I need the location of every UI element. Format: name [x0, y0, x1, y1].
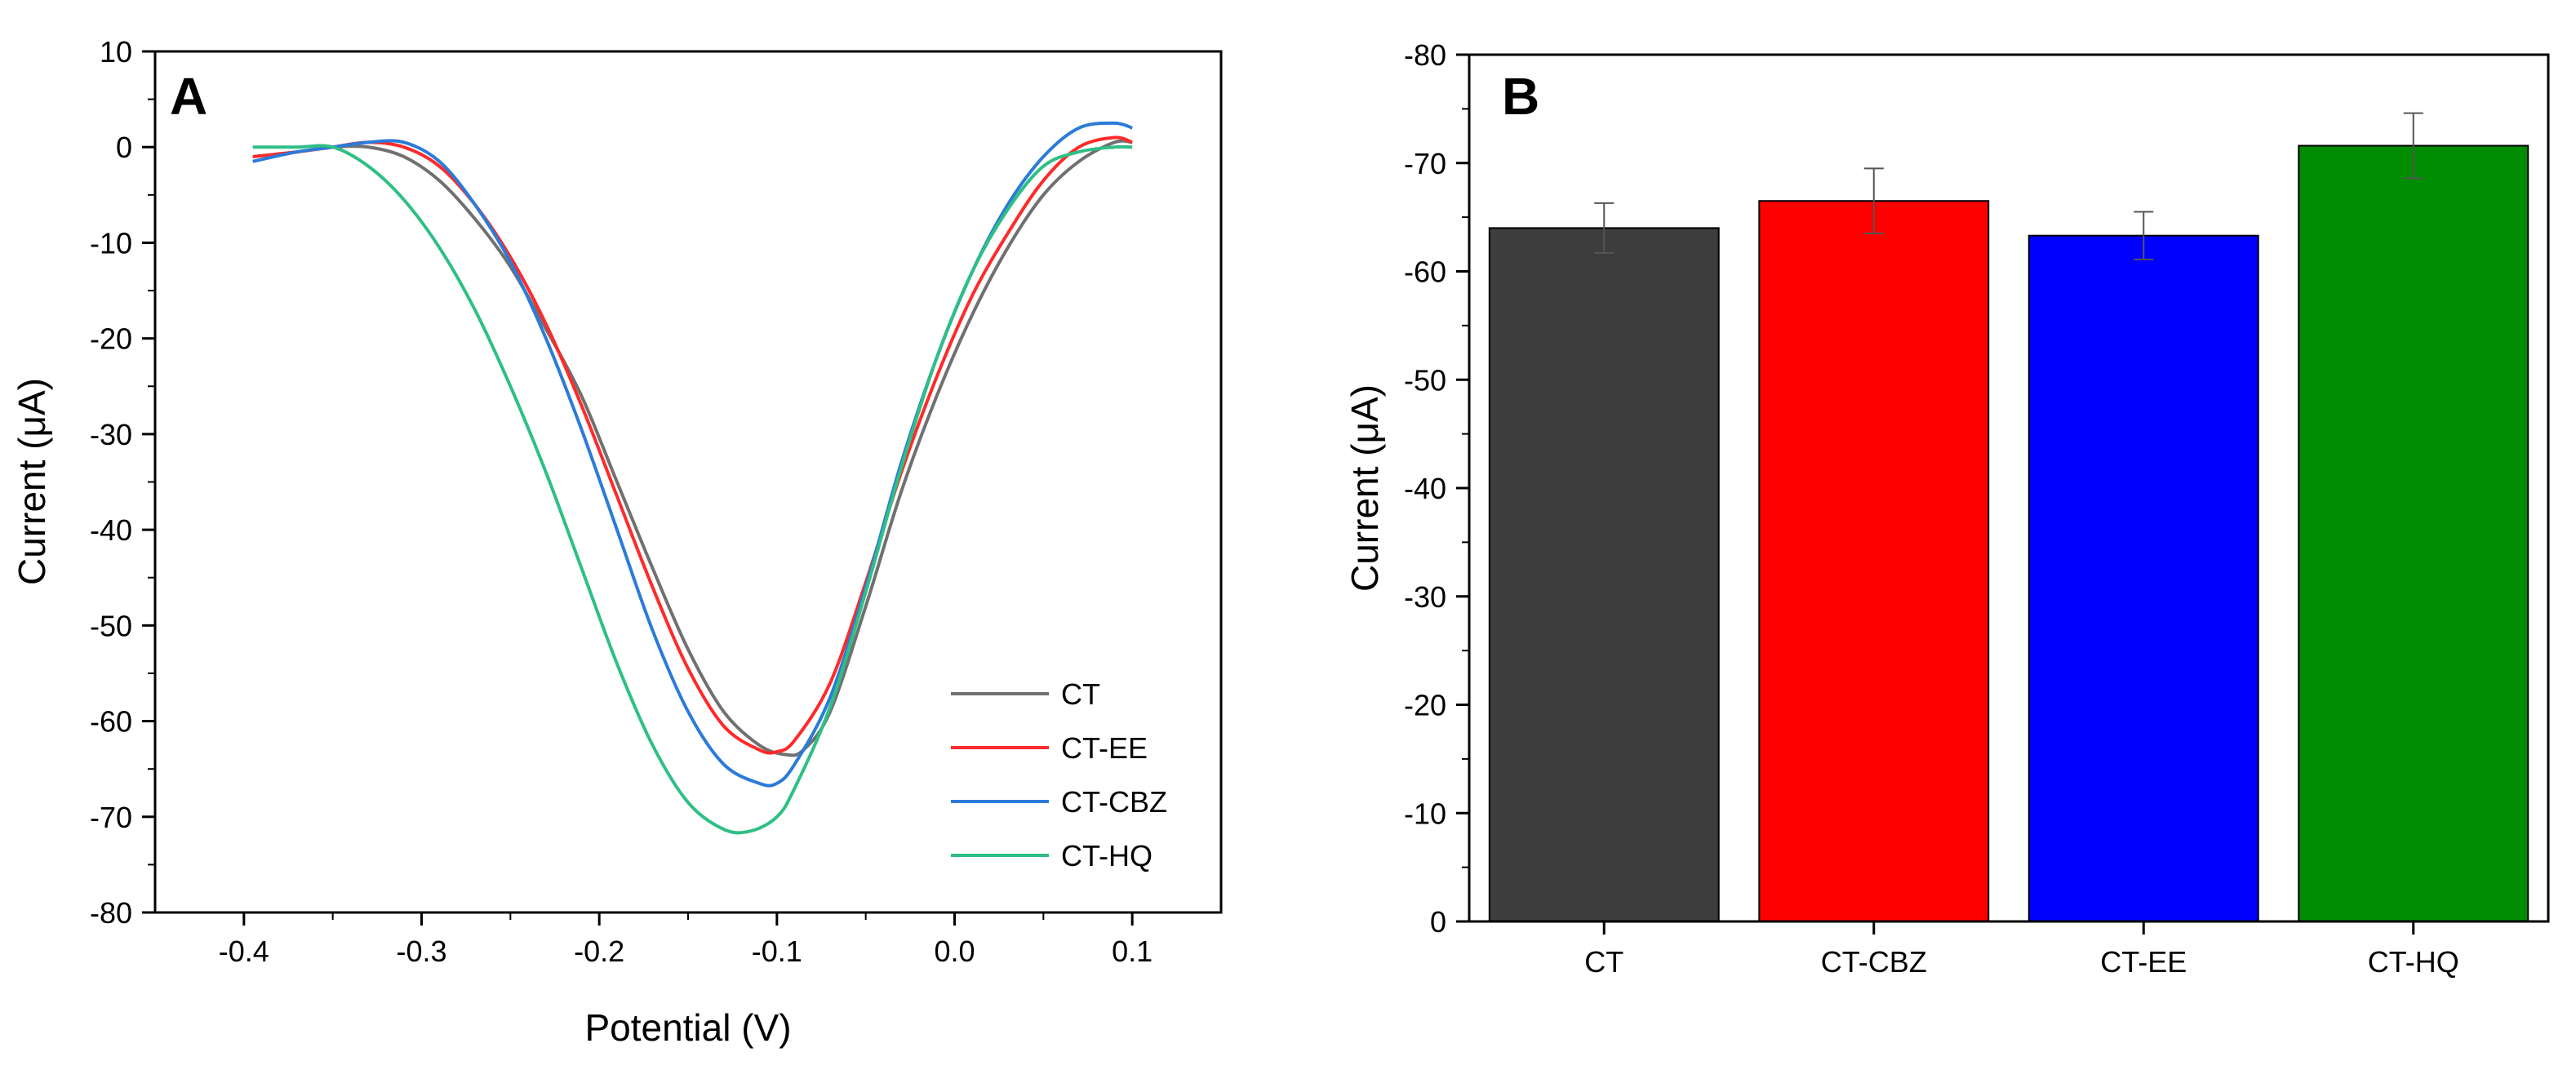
panel-a-y-tick-label: -70 — [90, 801, 132, 834]
panel-b-plot-frame — [1468, 53, 2550, 923]
panel-b-y-tick-label: -60 — [1404, 255, 1446, 289]
bar-ct-hq — [2298, 144, 2529, 922]
panel-a-y-tick-label: -30 — [90, 418, 132, 451]
panel-b-x-tick-label: CT-HQ — [2368, 945, 2459, 979]
panel-b-y-tick-label: -40 — [1404, 472, 1446, 505]
panel-b-x-tick-label: CT-CBZ — [1821, 945, 1927, 979]
panel-b-y-tick-label: -30 — [1404, 580, 1446, 614]
panel-a-y-tick-label: 10 — [100, 35, 132, 69]
bar-ct-cbz — [1758, 200, 1990, 922]
panel-a-y-tick-label: -40 — [90, 513, 132, 547]
panel-b-x-tick-label: CT — [1584, 945, 1623, 979]
series-line-ct-hq — [252, 144, 1133, 835]
panel-a-x-tick-label: -0.4 — [219, 935, 269, 968]
legend-label-ct-ee: CT-EE — [1061, 731, 1148, 765]
panel-b-letter: B — [1502, 67, 1539, 126]
panel-a-x-tick-label: -0.1 — [752, 935, 802, 968]
panel-a-y-tick-label: -80 — [90, 896, 132, 930]
panel-a-x-tick-label: -0.2 — [574, 935, 624, 968]
panel-b-ticks: -80 -70 -60 -50 -40 -30 -20 -10 0 — [1404, 38, 1469, 939]
panel-b-y-axis-title: Current (μA) — [1344, 384, 1386, 592]
panel-b-y-tick-label: 0 — [1430, 905, 1446, 939]
panel-a-y-tick-label: -20 — [90, 322, 132, 356]
panel-a-y-tick-label: 0 — [116, 131, 132, 164]
legend-label-ct: CT — [1061, 677, 1100, 711]
panel-b-y-tick-label: -50 — [1404, 363, 1446, 397]
legend-label-ct-cbz: CT-CBZ — [1061, 785, 1167, 819]
legend-label-ct-hq: CT-HQ — [1061, 839, 1153, 872]
panel-a-y-tick-label: -10 — [90, 226, 132, 260]
panel-b-bars-group: CT CT-CBZ CT-EE CT-HQ — [1488, 112, 2529, 979]
panel-b-y-tick-label: -20 — [1404, 689, 1446, 722]
panel-a-legend: CT CT-EE CT-CBZ CT-HQ — [951, 677, 1167, 872]
panel-b-y-tick-label: -80 — [1404, 38, 1446, 72]
panel-a-line-chart: -0.4 -0.3 -0.2 -0.1 0.0 0.1 10 0 -10 -20 -30 -40 -50… — [11, 35, 1223, 1049]
bar-ct — [1488, 227, 1720, 922]
panel-a-plot-frame — [153, 50, 1223, 914]
panel-a-ticks: -0.4 -0.3 -0.2 -0.1 0.0 0.1 10 0 -10 -20 -30 -40 -50… — [90, 35, 1153, 968]
panel-a-y-axis-title: Current (μA) — [11, 378, 53, 585]
series-line-ct — [252, 139, 1133, 757]
panel-b-x-tick-label: CT-EE — [2100, 945, 2187, 979]
panel-b-y-tick-label: -70 — [1404, 147, 1446, 180]
panel-a-x-tick-label: 0.1 — [1112, 935, 1153, 968]
series-line-ct-ee — [252, 135, 1133, 755]
panel-a-y-tick-label: -50 — [90, 609, 132, 642]
panel-a-series-group — [252, 121, 1133, 835]
bar-ct-ee — [2027, 234, 2259, 922]
panel-b-bar-chart: -80-70-60-50-40-30-20-100 CT CT-CBZ CT-EE C… — [1344, 38, 2550, 979]
panel-b-y-tick-label: -10 — [1404, 797, 1446, 830]
panel-a-letter: A — [170, 67, 207, 126]
panel-a-x-tick-label: 0.0 — [934, 935, 975, 968]
panel-a-y-tick-label: -60 — [90, 705, 132, 739]
panel-a-x-tick-label: -0.3 — [396, 935, 446, 968]
panel-a-x-axis-title: Potential (V) — [584, 1006, 791, 1049]
